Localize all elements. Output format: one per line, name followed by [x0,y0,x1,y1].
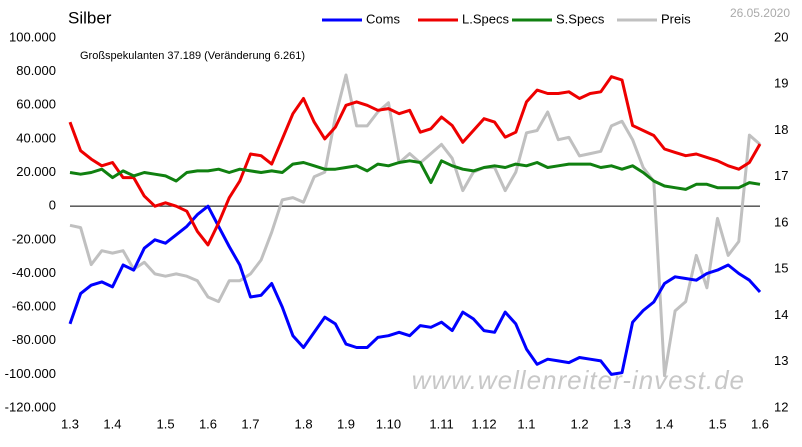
x-tick-label: 1.7 [241,416,259,431]
series-line [69,73,761,378]
x-tick-label: 1.9 [337,416,355,431]
y-tick-label: 60.000 [16,97,56,112]
y2-tick-label: 16 [774,214,788,229]
y2-tick-label: 12 [774,399,788,414]
y-tick-label: 80.000 [16,63,56,78]
y-tick-label: -40.000 [12,265,56,280]
y-tick-label: -100.000 [5,366,56,381]
y-tick-label: -80.000 [12,332,56,347]
y-tick-label: -20.000 [12,231,56,246]
y2-tick-label: 20 [774,29,788,44]
y2-tick-label: 15 [774,261,788,276]
watermark: www.wellenreiter-invest.de [412,365,745,395]
x-tick-label: 1.5 [156,416,174,431]
chart-title: Silber [68,8,112,27]
date: 26.05.2020 [730,6,790,20]
x-tick-label: 1.1 [517,416,535,431]
y-tick-label: -60.000 [12,299,56,314]
x-tick-label: 1.8 [294,416,312,431]
series-line [68,75,762,247]
series-line [68,204,762,376]
x-tick-label: 1.2 [570,416,588,431]
x-tick-label: 1.5 [708,416,726,431]
y2-tick-label: 18 [774,122,788,137]
x-tick-label: 1.3 [61,416,79,431]
x-tick-label: 1.12 [471,416,496,431]
series-line [69,159,761,191]
y-tick-label: 0 [49,198,56,213]
y2-tick-label: 17 [774,168,788,183]
y-tick-label: 20.000 [16,164,56,179]
x-tick-label: 1.6 [199,416,217,431]
y2-tick-label: 19 [774,76,788,91]
y-tick-label: 40.000 [16,130,56,145]
legend-label: Coms [366,11,400,26]
x-tick-label: 1.3 [613,416,631,431]
legend-label: Preis [661,11,691,26]
y-tick-label: -120.000 [5,399,56,414]
legend-label: L.Specs [462,11,509,26]
x-tick-label: 1.4 [655,416,673,431]
x-tick-label: 1.4 [103,416,121,431]
x-tick-label: 1.10 [376,416,401,431]
legend-label: S.Specs [556,11,605,26]
x-tick-label: 1.6 [751,416,769,431]
annotation: Großspekulanten 37.189 (Veränderung 6.26… [80,50,305,62]
y2-tick-label: 14 [774,307,788,322]
y-tick-label: 100.000 [9,29,56,44]
y2-tick-label: 13 [774,353,788,368]
x-tick-label: 1.11 [429,416,453,431]
